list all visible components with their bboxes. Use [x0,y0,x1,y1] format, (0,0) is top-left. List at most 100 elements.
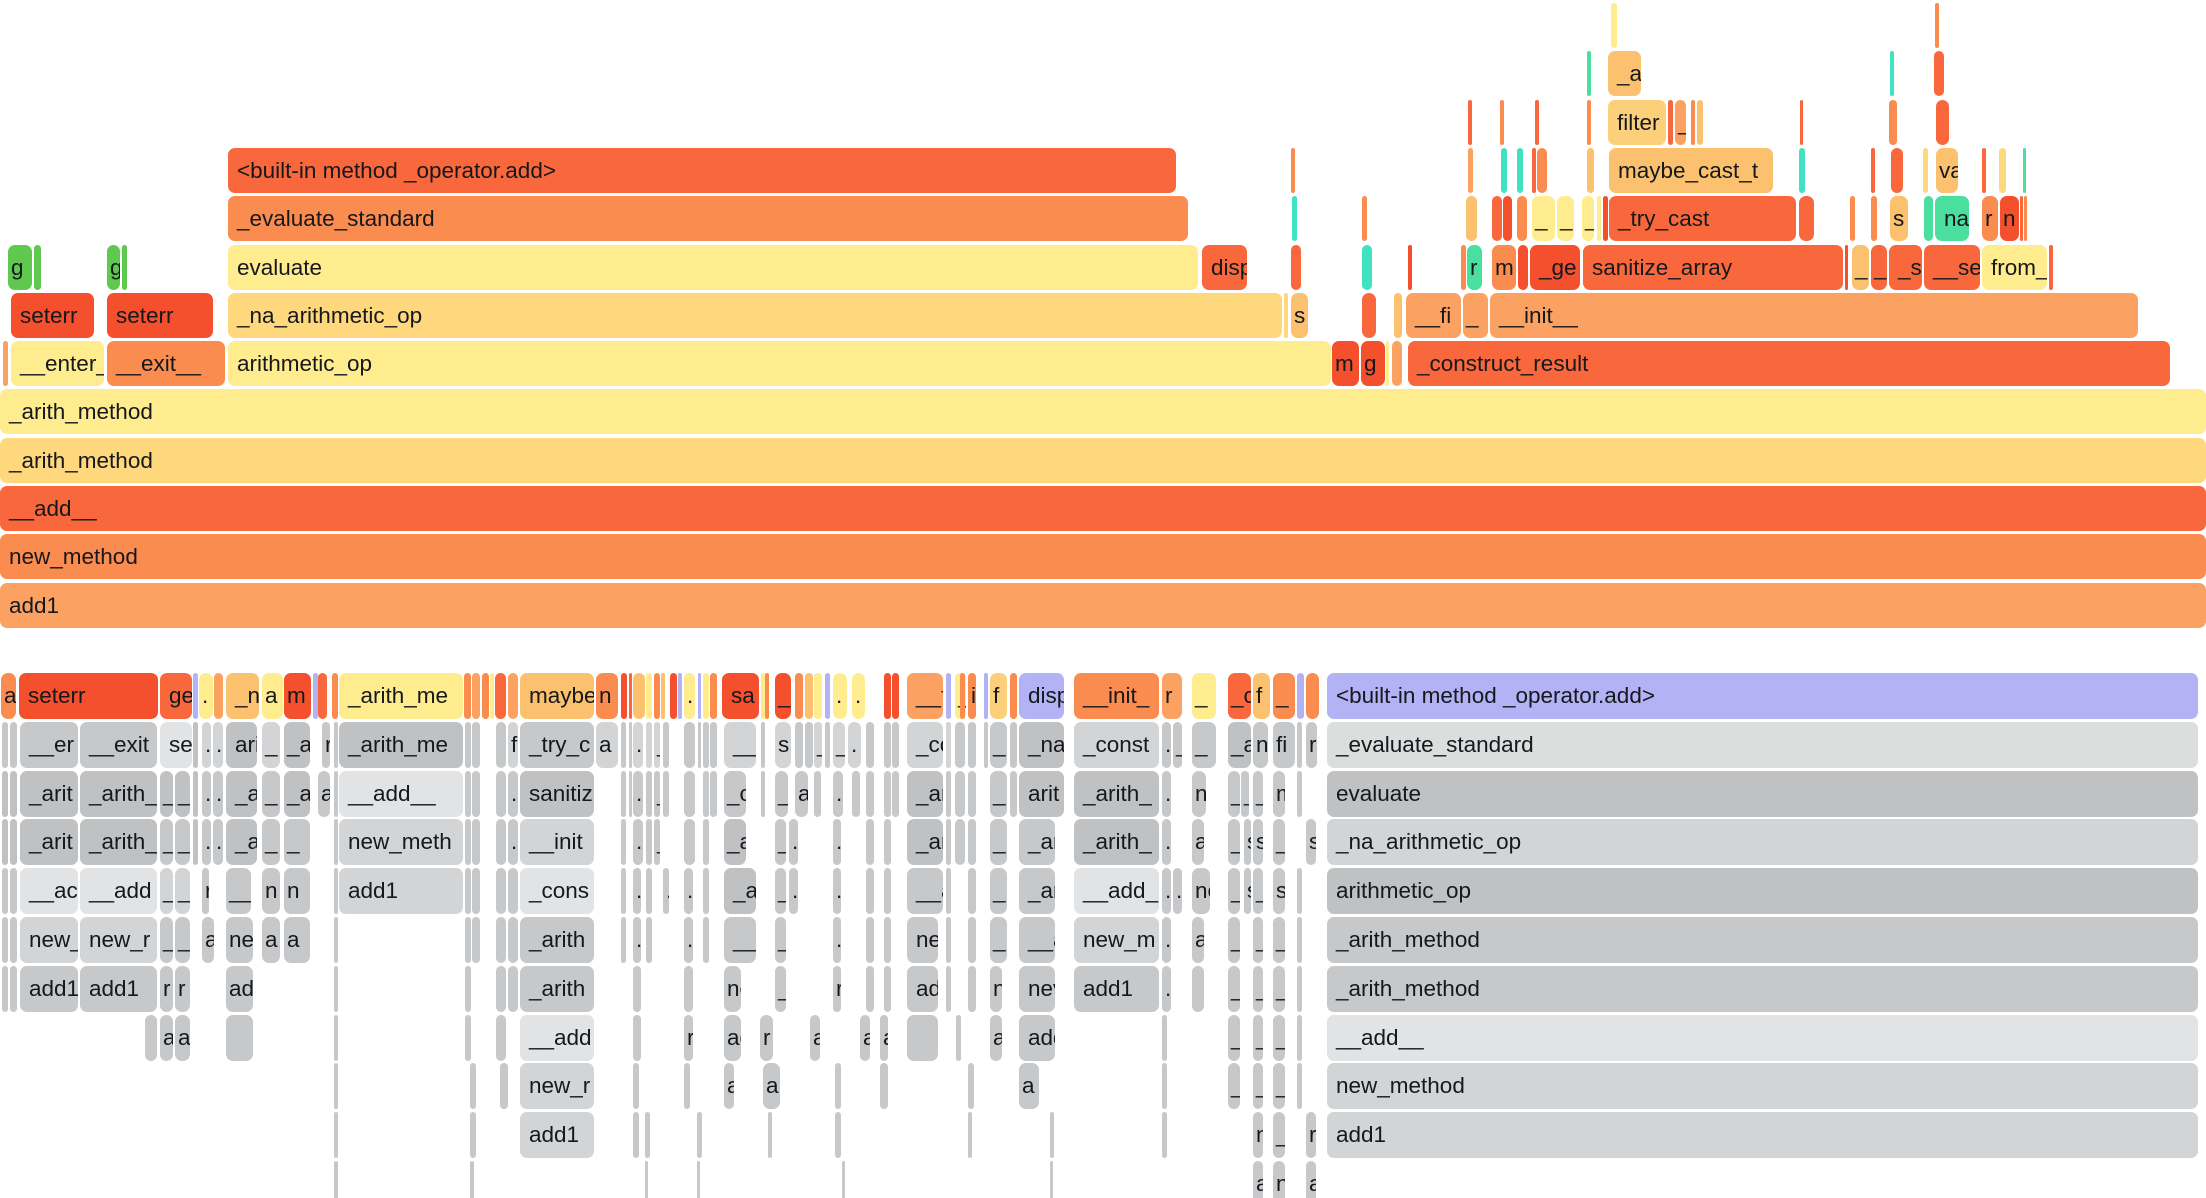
frame-a[interactable]: a [763,1063,780,1110]
frame-evaluate[interactable]: evaluate [228,244,1198,290]
flame-frame-sliver[interactable] [496,1014,506,1061]
frame-_a[interactable]: _a [1228,770,1240,817]
flame-frame-sliver[interactable] [1362,244,1372,290]
frame-_[interactable]: _ [262,721,280,768]
frame-__exit__[interactable]: __exit__ [107,341,225,387]
frame-_n[interactable]: _n [226,673,259,719]
frame-m[interactable]: m [1332,341,1359,387]
frame-__add_[interactable]: __add_ [1074,868,1159,915]
frame-__[interactable]: __ [724,917,756,963]
frame-_[interactable]: _ [1273,819,1285,866]
flame-frame-sliver[interactable] [884,917,891,963]
frame-.[interactable]: . [202,819,211,866]
frame-_ge[interactable]: _ge [1530,244,1580,290]
flame-frame-sliver[interactable] [1691,99,1695,145]
frame--built-in-method-_operator.add-[interactable]: <built-in method _operator.add> [228,147,1176,193]
flame-frame-sliver[interactable] [684,1063,690,1110]
flame-frame-sliver[interactable] [1501,147,1507,193]
frame-a[interactable]: a [1019,1063,1039,1110]
flame-frame-sliver[interactable] [500,1063,508,1110]
flame-frame-sliver[interactable] [968,721,976,768]
frame-__init_[interactable]: __init_ [1074,673,1159,719]
flame-frame-sliver[interactable] [892,673,899,719]
flame-frame-sliver[interactable] [646,770,652,817]
flame-frame-sliver[interactable] [472,673,480,719]
flame-frame-sliver[interactable] [496,770,506,817]
flame-frame-sliver[interactable] [472,917,480,963]
frame-_arith_method[interactable]: _arith_method [1327,965,2198,1012]
frame-__add[interactable]: __add [520,1014,594,1061]
frame-_arit[interactable]: _arit [20,770,78,817]
frame-__a[interactable]: __a [907,868,943,915]
frame-_[interactable]: _ [1273,1112,1285,1159]
flame-frame-sliver[interactable] [684,965,693,1012]
flame-frame-sliver[interactable] [703,819,709,866]
flame-frame-sliver[interactable] [968,965,976,1012]
frame-_[interactable]: _ [775,868,786,915]
frame-a[interactable]: a [1306,1161,1316,1198]
flame-frame-sliver[interactable] [884,965,891,1012]
frame-.[interactable]: . [852,673,865,719]
frame-__[interactable]: __ [724,721,756,768]
flame-frame-sliver[interactable] [968,819,976,866]
frame-_[interactable]: _ [175,868,190,915]
flame-frame-sliver[interactable] [633,1112,639,1159]
frame-_[interactable]: _ [654,770,660,817]
frame-_[interactable]: _ [1192,721,1216,768]
flame-frame-sliver[interactable] [866,917,874,963]
frame-_[interactable]: _ [1871,244,1887,290]
frame-_[interactable]: _ [1228,1014,1240,1061]
flame-frame-sliver[interactable] [464,673,471,719]
flame-frame-sliver[interactable] [852,770,860,817]
flame-frame-sliver[interactable] [465,868,471,915]
frame-.[interactable]: . [1162,770,1171,817]
frame-_[interactable]: _ [1675,99,1686,145]
flame-frame-sliver[interactable] [1923,147,1928,193]
frame-ne[interactable]: ne [226,917,253,963]
frame-.[interactable]: . [1162,868,1171,915]
flame-frame-sliver[interactable] [193,819,198,866]
flame-frame-sliver[interactable] [955,819,965,866]
flame-frame-sliver[interactable] [884,819,891,866]
frame-a[interactable]: a [1253,1161,1263,1198]
frame-.[interactable]: . [1173,868,1182,915]
flame-frame-sliver[interactable] [10,770,17,817]
frame-_na_arithmetic_op[interactable]: _na_arithmetic_op [228,292,1282,338]
frame-.[interactable]: . [1162,965,1171,1012]
flame-frame-sliver[interactable] [621,673,627,719]
flame-frame-sliver[interactable] [1050,1161,1053,1198]
flame-frame-sliver[interactable] [1010,673,1017,719]
frame-.[interactable]: . [946,770,951,817]
flame-frame-sliver[interactable] [1800,99,1803,145]
flame-frame-sliver[interactable] [765,673,769,719]
frame-sanitize_array[interactable]: sanitize_array [1583,244,1843,290]
frame-.[interactable]: . [833,819,841,866]
frame-r[interactable]: r [684,1014,693,1061]
flame-frame-sliver[interactable] [710,721,717,768]
flame-frame-sliver[interactable] [835,1063,841,1110]
frame-_[interactable]: _ [1228,917,1240,963]
frame-__init[interactable]: __init [520,819,594,866]
frame-__a[interactable]: __a [1019,917,1055,963]
flame-frame-sliver[interactable] [10,868,17,915]
flame-frame-sliver[interactable] [645,1112,650,1159]
frame-__se[interactable]: __se [1924,244,1980,290]
frame-a[interactable]: a [1192,819,1204,866]
flame-frame-sliver[interactable] [496,819,506,866]
flame-frame-sliver[interactable] [1935,3,1939,48]
frame-add1[interactable]: add1 [0,582,2206,628]
flame-frame-sliver[interactable] [968,1063,974,1110]
frame-_[interactable]: _ [654,721,660,768]
flame-frame-sliver[interactable] [1392,341,1402,387]
flame-frame-sliver[interactable] [1891,147,1903,193]
flame-frame-sliver[interactable] [1597,196,1601,242]
flame-frame-sliver[interactable] [1934,51,1944,97]
flame-frame-sliver[interactable] [814,673,822,719]
flame-frame-sliver[interactable] [1871,147,1875,193]
frame-a[interactable]: a [175,1014,190,1061]
frame-_[interactable]: _ [814,721,822,768]
flame-frame-sliver[interactable] [465,1014,471,1061]
flame-frame-sliver[interactable] [884,868,891,915]
flame-frame-sliver[interactable] [472,721,480,768]
frame-_[interactable]: _ [833,721,845,768]
